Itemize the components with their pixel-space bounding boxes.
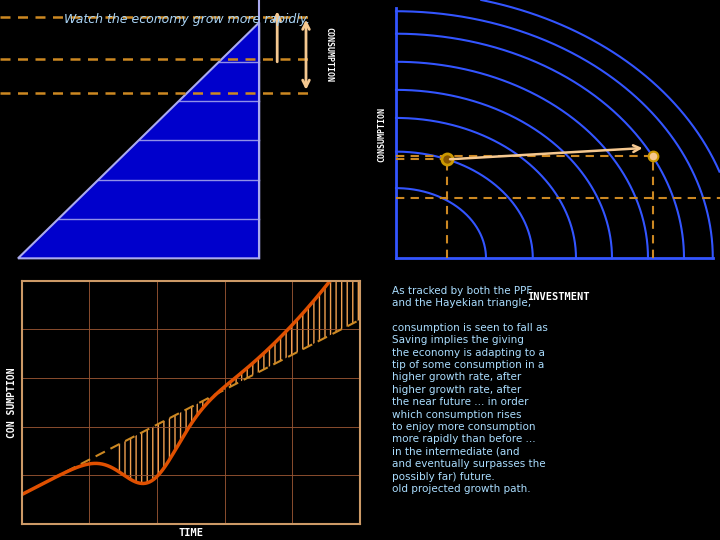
Text: CONSUMPTION: CONSUMPTION <box>324 27 333 82</box>
X-axis label: TIME: TIME <box>179 528 203 538</box>
Text: As tracked by both the PPF
and the Hayekian triangle,

consumption is seen to fa: As tracked by both the PPF and the Hayek… <box>392 286 547 494</box>
Polygon shape <box>18 23 259 258</box>
Y-axis label: CON SUMPTION: CON SUMPTION <box>7 367 17 437</box>
Text: STAGES OF PRODUCTION: STAGES OF PRODUCTION <box>76 295 201 305</box>
Text: INVESTMENT: INVESTMENT <box>527 292 589 302</box>
Text: CONSUMPTION: CONSUMPTION <box>377 107 386 163</box>
Text: Watch the economy grow more rapidly.: Watch the economy grow more rapidly. <box>64 14 310 26</box>
